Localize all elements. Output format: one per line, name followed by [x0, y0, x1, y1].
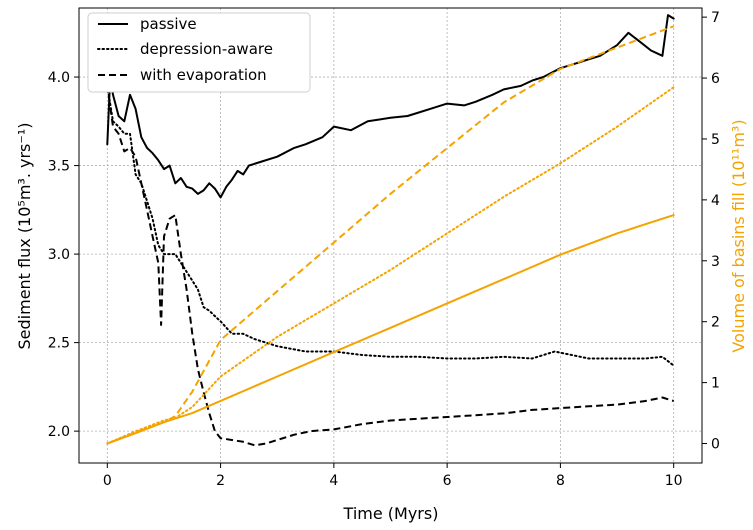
- flux-depression-aware-line: [106, 84, 675, 367]
- plot-frame: [78, 7, 703, 464]
- legend-label-depression-aware: depression-aware: [140, 40, 273, 58]
- legend: passive depression-aware with evaporatio…: [87, 12, 311, 93]
- y-axis-left: 2.0 2.5 3.0 3.5 4.0: [48, 70, 79, 440]
- y-left-tick-label: 3.0: [48, 247, 70, 263]
- legend-label-passive: passive: [140, 15, 197, 33]
- x-axis-label: Time (Myrs): [343, 504, 439, 523]
- y-axis-right: 0 1 2 3 4 5 6 7: [702, 10, 720, 453]
- y-right-tick-label: 4: [711, 193, 720, 209]
- x-tick-label: 2: [216, 473, 225, 489]
- x-tick-label: 10: [665, 473, 683, 489]
- y-axis-left-label: Sediment flux (10⁵m³. yrs⁻¹): [15, 123, 34, 350]
- y-right-tick-label: 0: [711, 437, 720, 453]
- y-right-tick-label: 6: [711, 71, 720, 87]
- y-right-tick-label: 2: [711, 315, 720, 331]
- x-tick-label: 6: [443, 473, 452, 489]
- volume-with-evaporation-line: [106, 25, 675, 445]
- x-tick-label: 8: [556, 473, 565, 489]
- series-layer: [106, 14, 675, 447]
- y-left-tick-label: 3.5: [48, 159, 70, 175]
- y-right-tick-label: 7: [711, 10, 720, 26]
- y-left-tick-label: 4.0: [48, 70, 70, 86]
- x-tick-label: 4: [329, 473, 338, 489]
- y-right-tick-label: 1: [711, 376, 720, 392]
- legend-label-with-evaporation: with evaporation: [140, 66, 267, 84]
- y-axis-right-label: Volume of basins fill (10¹¹m³): [729, 119, 748, 352]
- x-axis: 0 2 4 6 8 10: [103, 463, 683, 489]
- y-left-tick-label: 2.5: [48, 336, 70, 352]
- y-right-tick-label: 3: [711, 254, 720, 270]
- x-tick-label: 0: [103, 473, 112, 489]
- y-right-tick-label: 5: [711, 132, 720, 148]
- flux-with-evaporation-line: [106, 85, 674, 447]
- legend-box: [87, 12, 311, 93]
- volume-depression-aware-line: [106, 86, 675, 445]
- y-left-tick-label: 2.0: [48, 424, 70, 440]
